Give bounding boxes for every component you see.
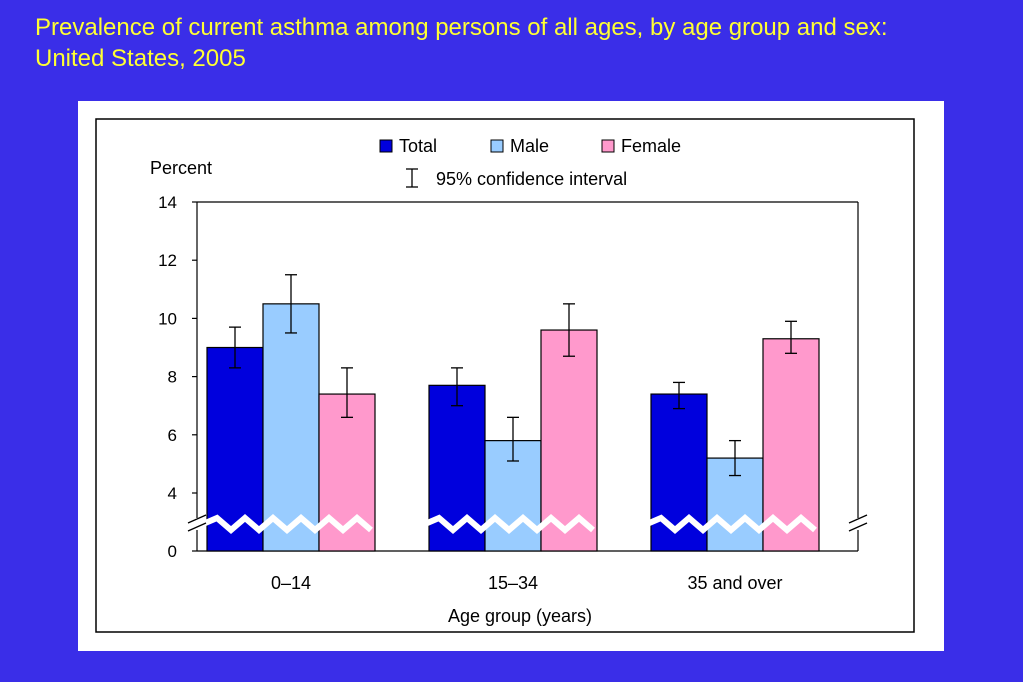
axis-break-wave [201,514,373,534]
bar [262,303,320,552]
x-tick-label: 15–34 [488,573,538,593]
y-tick-label: 0 [168,542,177,561]
bar [762,338,820,552]
axis-break-wave [645,514,817,534]
y-axis-break-mark [187,522,207,532]
y-tick-label: 14 [158,193,177,212]
y-axis-break-mark-gap [194,518,200,530]
legend-label: Male [510,136,549,156]
slide-title-line-2: United States, 2005 [35,45,246,72]
legend-swatch [490,139,504,153]
x-axis-label: Age group (years) [448,606,592,626]
chart-frame [95,118,915,633]
x-tick-label: 35 and over [687,573,782,593]
y-axis-label: Percent [150,158,212,178]
legend-swatch [379,139,393,153]
legend-label: Total [399,136,437,156]
y-tick-label: 6 [168,426,177,445]
chart-panel: 0 4 6 8 10 12 14 Percent 0–14 15–34 35 and over Age… [78,101,944,651]
y-tick-label: 4 [168,484,177,503]
legend-label: Female [621,136,681,156]
legend-ci-label: 95% confidence interval [436,169,627,189]
slide-title-line-1: Prevalence of current asthma among perso… [35,14,888,41]
y-tick-label: 8 [168,368,177,387]
y-axis-break-mark [187,514,207,524]
bar-chart: 0 4 6 8 10 12 14 Percent 0–14 15–34 35 and over Age… [95,118,915,633]
axis-break-wave [423,514,595,534]
right-axis-break-mark [848,522,868,532]
legend-swatch [601,139,615,153]
y-tick-label: 12 [158,251,177,270]
right-axis-break-mark [848,514,868,524]
slide-title: Prevalence of current asthma among perso… [35,12,995,74]
bar [540,329,598,552]
x-tick-label: 0–14 [271,573,311,593]
y-tick-label: 10 [158,309,177,328]
right-axis-break-mark-gap [855,518,861,530]
